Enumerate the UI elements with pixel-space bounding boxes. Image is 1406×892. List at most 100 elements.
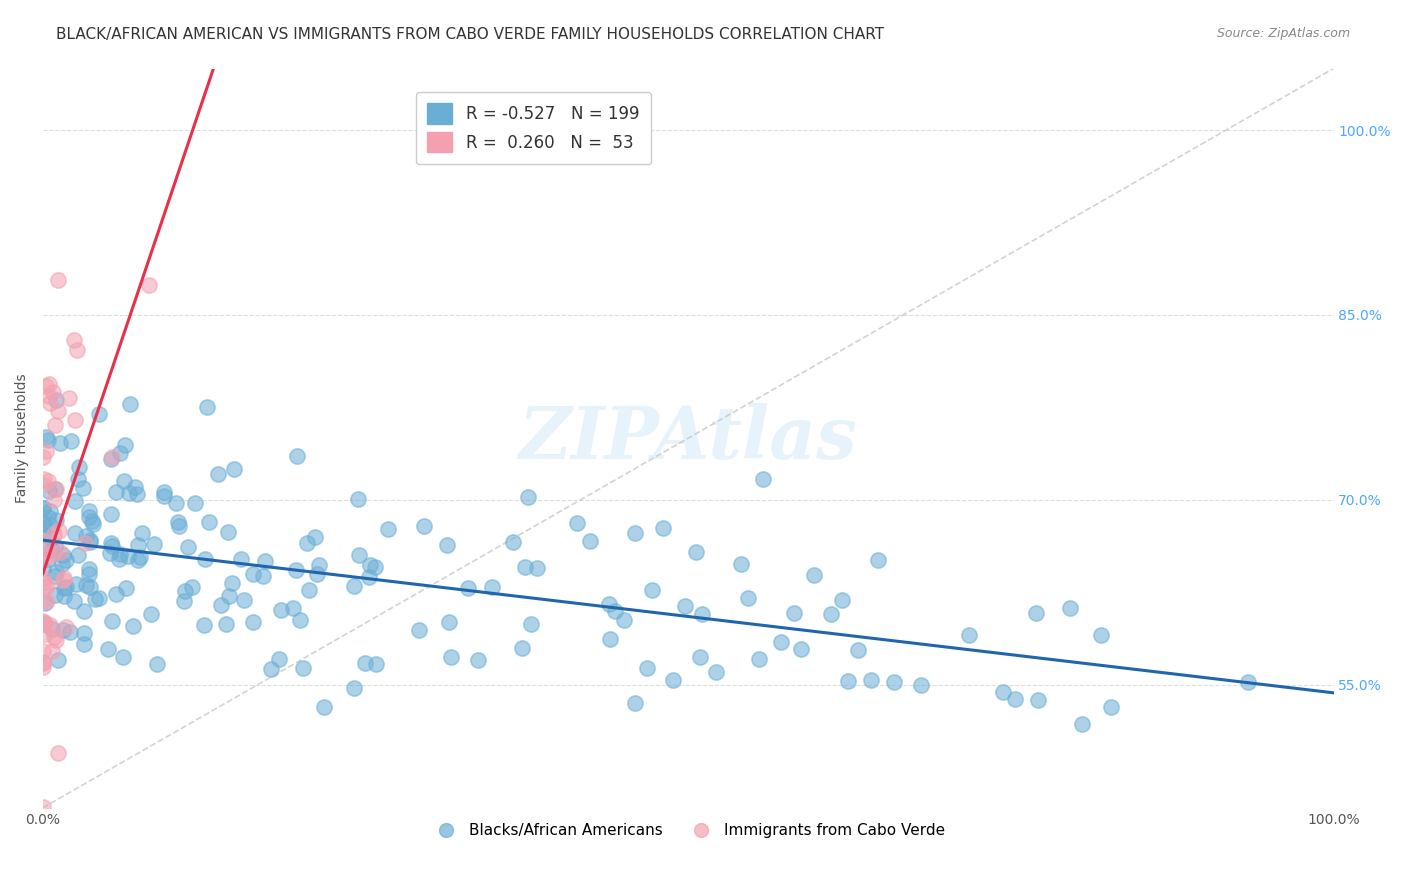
Point <box>75 578 97 592</box>
Point <box>67 549 90 563</box>
Point <box>253 554 276 568</box>
Point <box>128 549 150 564</box>
Point <box>77 567 100 582</box>
Point <box>1025 606 1047 620</box>
Point <box>520 617 543 632</box>
Text: Source: ZipAtlas.com: Source: ZipAtlas.com <box>1216 27 1350 40</box>
Point <box>115 581 138 595</box>
Point <box>737 591 759 605</box>
Point <box>32 644 55 658</box>
Point <box>1026 693 1049 707</box>
Point <box>510 641 533 656</box>
Point <box>837 673 859 688</box>
Point <box>59 624 82 639</box>
Point <box>194 552 217 566</box>
Point <box>467 653 489 667</box>
Point <box>66 343 89 358</box>
Point <box>37 509 59 524</box>
Point <box>111 650 134 665</box>
Point <box>359 558 381 573</box>
Point <box>217 525 239 540</box>
Point <box>63 594 86 608</box>
Point <box>45 392 67 407</box>
Point <box>513 560 536 574</box>
Point <box>218 589 240 603</box>
Point <box>98 546 121 560</box>
Point <box>859 673 882 688</box>
Point <box>820 607 842 621</box>
Point <box>195 400 218 414</box>
Point <box>35 443 58 458</box>
Point <box>207 467 229 482</box>
Point <box>883 674 905 689</box>
Point <box>613 613 636 627</box>
Point <box>526 561 548 575</box>
Point <box>66 472 89 486</box>
Point <box>181 580 204 594</box>
Point <box>125 487 148 501</box>
Point <box>769 634 792 648</box>
Point <box>291 661 314 675</box>
Point <box>35 594 58 608</box>
Point <box>51 557 73 571</box>
Point <box>75 529 97 543</box>
Point <box>283 601 305 615</box>
Point <box>87 591 110 605</box>
Point <box>58 392 80 406</box>
Point <box>49 435 72 450</box>
Point <box>342 681 364 695</box>
Point <box>32 871 55 886</box>
Point <box>44 417 66 432</box>
Point <box>117 549 139 563</box>
Point <box>298 583 321 598</box>
Point <box>232 593 254 607</box>
Point <box>215 617 238 632</box>
Point <box>343 579 366 593</box>
Point <box>1070 717 1092 731</box>
Point <box>32 541 55 555</box>
Point <box>991 685 1014 699</box>
Point <box>45 565 67 579</box>
Point <box>73 636 96 650</box>
Point <box>377 522 399 536</box>
Point <box>436 538 458 552</box>
Point <box>101 614 124 628</box>
Point <box>690 607 713 622</box>
Point <box>152 489 174 503</box>
Point <box>65 494 87 508</box>
Point <box>599 632 621 646</box>
Point <box>101 450 124 464</box>
Point <box>287 449 309 463</box>
Point <box>242 567 264 582</box>
Point <box>290 614 312 628</box>
Point <box>145 657 167 671</box>
Point <box>42 493 65 508</box>
Point <box>41 644 63 658</box>
Point <box>67 460 90 475</box>
Point <box>38 389 60 403</box>
Point <box>73 604 96 618</box>
Point <box>242 615 264 629</box>
Point <box>37 529 59 543</box>
Point <box>52 581 75 595</box>
Point <box>118 485 141 500</box>
Point <box>45 483 67 497</box>
Point <box>73 626 96 640</box>
Point <box>624 697 647 711</box>
Point <box>32 593 55 607</box>
Point <box>440 649 463 664</box>
Point <box>84 591 107 606</box>
Point <box>41 623 63 637</box>
Point <box>353 656 375 670</box>
Point <box>41 543 63 558</box>
Point <box>87 407 110 421</box>
Point <box>39 518 62 533</box>
Point <box>100 507 122 521</box>
Point <box>37 474 59 488</box>
Point <box>502 535 524 549</box>
Point <box>284 563 307 577</box>
Point <box>45 633 67 648</box>
Point <box>730 557 752 571</box>
Point <box>32 515 55 529</box>
Point <box>104 587 127 601</box>
